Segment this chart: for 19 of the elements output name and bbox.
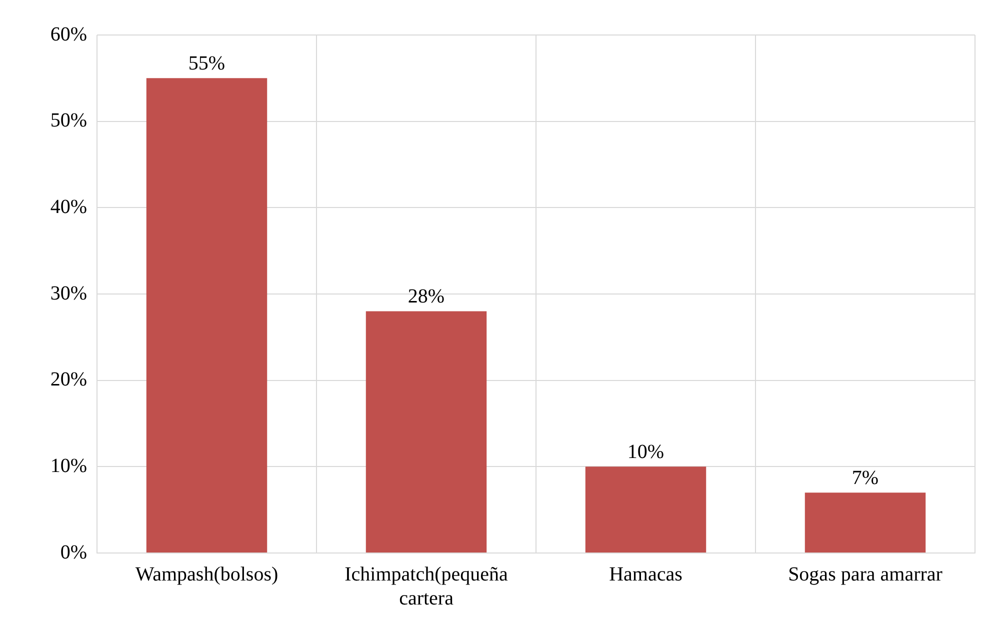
x-tick-label: Sogas para amarrar xyxy=(788,563,943,586)
data-label: 55% xyxy=(188,52,226,74)
bar xyxy=(804,492,926,552)
x-tick-label: Ichimpatch(pequeña cartera xyxy=(344,563,508,610)
bar xyxy=(366,311,487,552)
y-tick-label: 40% xyxy=(50,196,87,218)
x-tick-label: Hamacas xyxy=(609,563,683,586)
y-tick-label: 0% xyxy=(60,541,87,564)
data-label: 28% xyxy=(408,286,445,308)
y-tick-label: 30% xyxy=(50,282,87,304)
y-tick-label: 60% xyxy=(50,23,87,46)
data-label: 10% xyxy=(627,440,664,463)
y-tick-label: 10% xyxy=(50,454,87,477)
y-tick-label: 50% xyxy=(50,110,87,132)
y-tick-label: 20% xyxy=(50,368,87,391)
data-label: 7% xyxy=(852,466,879,489)
bar xyxy=(585,466,706,552)
x-tick-label: Wampash(bolsos) xyxy=(135,563,278,586)
bar xyxy=(146,78,268,552)
